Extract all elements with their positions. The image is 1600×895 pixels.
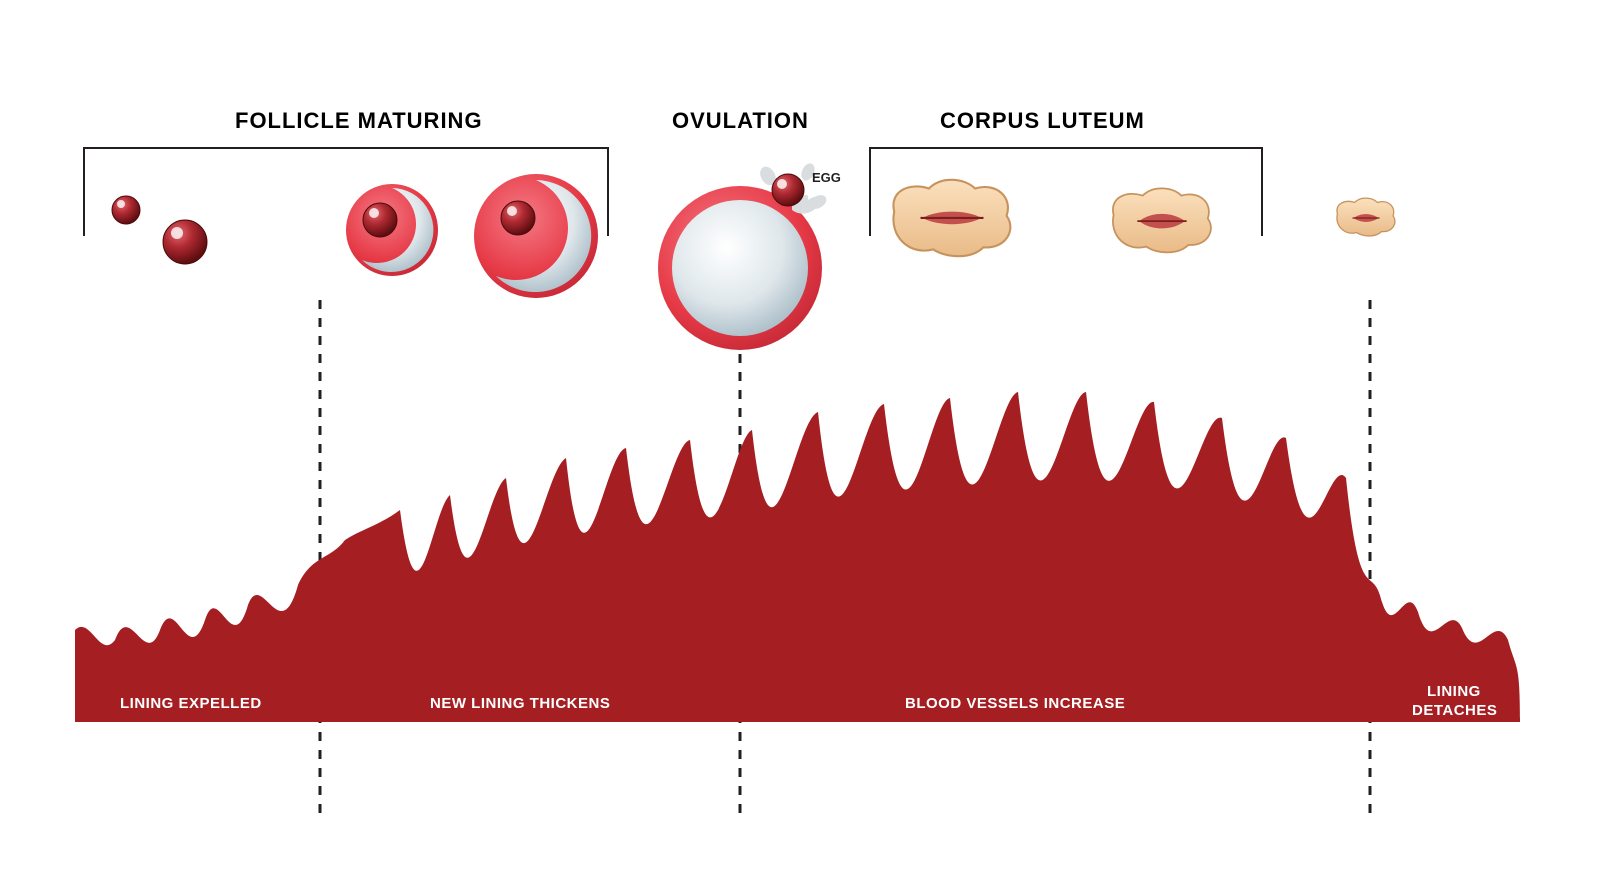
label-new-lining-thickens: NEW LINING THICKENS xyxy=(430,695,610,712)
egg-label: EGG xyxy=(812,170,841,185)
title-follicle-maturing: FOLLICLE MATURING xyxy=(235,108,483,134)
ovulation-follicle xyxy=(658,161,829,350)
label-lining-detaches-2: DETACHES xyxy=(1412,702,1497,719)
title-corpus-luteum: CORPUS LUTEUM xyxy=(940,108,1145,134)
follicle-stage-4 xyxy=(474,174,598,298)
follicle-stage-3 xyxy=(346,184,438,276)
menstrual-cycle-diagram: FOLLICLE MATURING OVULATION CORPUS LUTEU… xyxy=(0,0,1600,890)
endometrium-shape xyxy=(75,392,1520,722)
follicle-stage-2 xyxy=(163,220,207,264)
label-lining-detaches-1: LINING xyxy=(1427,683,1481,700)
follicle-stage-1 xyxy=(112,196,140,224)
label-blood-vessels-increase: BLOOD VESSELS INCREASE xyxy=(905,695,1125,712)
title-ovulation: OVULATION xyxy=(672,108,809,134)
corpus-luteum-1 xyxy=(893,180,1010,256)
corpus-luteum-3 xyxy=(1337,198,1395,236)
label-lining-expelled: LINING EXPELLED xyxy=(120,695,262,712)
corpus-luteum-2 xyxy=(1113,188,1211,252)
